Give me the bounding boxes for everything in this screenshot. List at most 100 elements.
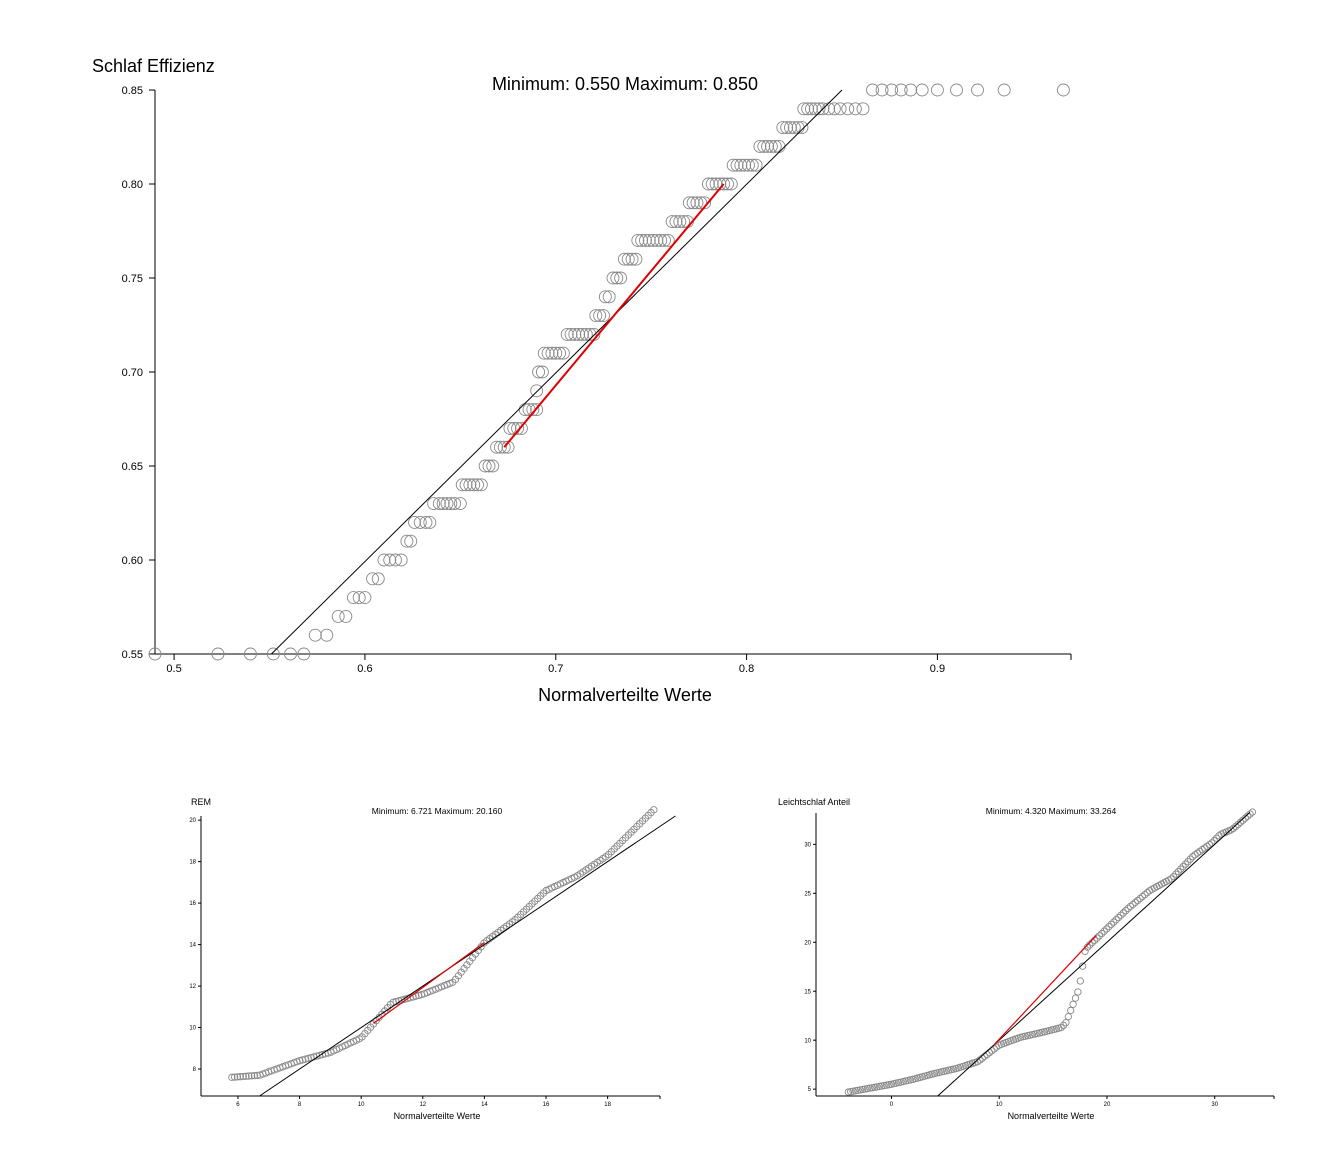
data-point bbox=[583, 327, 597, 341]
data-point bbox=[885, 83, 899, 97]
data-point bbox=[478, 459, 492, 473]
data-point bbox=[602, 290, 616, 304]
y-tick-label: 30 bbox=[804, 842, 811, 848]
data-point bbox=[1105, 922, 1113, 931]
data-point bbox=[1203, 842, 1211, 850]
data-point bbox=[394, 553, 408, 567]
x-tick-label: 0.5 bbox=[166, 663, 181, 675]
data-point bbox=[408, 515, 421, 529]
data-point bbox=[553, 346, 567, 360]
y-tick-label: 20 bbox=[804, 940, 811, 946]
data-point bbox=[490, 440, 504, 454]
data-point bbox=[859, 1085, 867, 1094]
data-point bbox=[768, 139, 782, 153]
data-point bbox=[757, 139, 771, 153]
data-point bbox=[1138, 892, 1147, 901]
data-point bbox=[776, 121, 790, 135]
data-point bbox=[511, 421, 525, 435]
data-point bbox=[894, 83, 908, 97]
data-point bbox=[1172, 870, 1180, 878]
data-point bbox=[308, 628, 322, 642]
data-point bbox=[717, 177, 731, 191]
data-point bbox=[579, 327, 593, 341]
data-point bbox=[497, 440, 511, 454]
data-point bbox=[738, 158, 752, 172]
data-point bbox=[1056, 83, 1070, 97]
reference-line bbox=[937, 812, 1251, 1097]
data-point bbox=[745, 158, 759, 172]
data-point bbox=[1205, 840, 1214, 849]
data-point bbox=[236, 1073, 244, 1081]
data-point bbox=[1069, 1000, 1077, 1008]
data-point bbox=[1174, 867, 1182, 876]
x-axis-label: Normalverteilte Werte bbox=[394, 1111, 481, 1121]
x-tick-label: 12 bbox=[419, 1102, 426, 1108]
data-point bbox=[320, 628, 334, 642]
rem-qq-plot: REM Minimum: 6.721 Maximum: 20.160 Norma… bbox=[189, 797, 676, 1121]
x-tick-label: 0.9 bbox=[930, 663, 945, 675]
x-tick-label: 18 bbox=[604, 1102, 611, 1108]
data-point bbox=[560, 327, 574, 341]
data-point bbox=[1210, 837, 1218, 845]
data-point bbox=[597, 309, 610, 323]
data-point bbox=[503, 421, 517, 435]
data-point bbox=[148, 647, 162, 661]
data-point bbox=[848, 102, 862, 116]
data-point bbox=[474, 478, 488, 492]
y-tick-label: 5 bbox=[808, 1087, 812, 1093]
data-point bbox=[1177, 865, 1185, 873]
data-point bbox=[988, 1047, 996, 1055]
y-tick-label: 14 bbox=[189, 943, 196, 949]
data-point bbox=[347, 591, 360, 605]
data-point bbox=[797, 102, 811, 116]
data-point bbox=[1227, 826, 1235, 834]
data-point bbox=[610, 271, 624, 285]
data-point bbox=[427, 497, 441, 511]
data-point bbox=[827, 102, 841, 116]
y-tick-label: 15 bbox=[804, 989, 811, 995]
data-point bbox=[228, 1073, 236, 1081]
x-axis-label: Normalverteilte Werte bbox=[538, 685, 712, 705]
data-point bbox=[453, 497, 467, 511]
data-point bbox=[1079, 962, 1087, 970]
min-max-annotation: Minimum: 4.320 Maximum: 33.264 bbox=[986, 806, 1117, 816]
data-point bbox=[1071, 994, 1080, 1002]
data-point bbox=[1131, 898, 1139, 907]
data-point bbox=[1196, 847, 1204, 856]
fit-line bbox=[993, 934, 1097, 1046]
data-point bbox=[698, 196, 712, 210]
data-point bbox=[631, 233, 645, 247]
data-point bbox=[444, 497, 458, 511]
data-point bbox=[849, 1087, 857, 1095]
data-point bbox=[742, 158, 755, 172]
data-point bbox=[1129, 900, 1137, 909]
data-point bbox=[1167, 875, 1175, 883]
min-max-annotation: Minimum: 6.721 Maximum: 20.160 bbox=[372, 806, 503, 816]
data-point bbox=[576, 327, 589, 341]
x-axis-label: Normalverteilte Werte bbox=[1008, 1111, 1095, 1121]
data-point bbox=[1110, 918, 1118, 926]
data-point bbox=[658, 233, 671, 247]
y-tick-label: 20 bbox=[189, 818, 196, 824]
data-point bbox=[371, 572, 385, 586]
data-point bbox=[618, 252, 631, 266]
data-point bbox=[423, 515, 437, 529]
data-point bbox=[1208, 839, 1216, 847]
data-point bbox=[808, 102, 822, 116]
data-point bbox=[1239, 816, 1247, 824]
data-point bbox=[971, 83, 984, 97]
data-point bbox=[352, 591, 366, 605]
reference-line bbox=[271, 89, 843, 655]
data-point bbox=[471, 478, 484, 492]
data-point bbox=[482, 459, 496, 473]
data-point bbox=[1102, 925, 1111, 933]
data-point bbox=[625, 252, 639, 266]
data-point bbox=[930, 83, 944, 97]
y-axis-label: REM bbox=[191, 797, 211, 807]
data-point bbox=[1200, 844, 1209, 852]
data-point bbox=[247, 1072, 256, 1080]
leichtschlaf-qq-plot: Leichtschlaf Anteil Minimum: 4.320 Maxim… bbox=[778, 797, 1275, 1121]
data-point bbox=[514, 421, 528, 435]
data-point bbox=[787, 121, 801, 135]
x-tick-label: 0 bbox=[890, 1102, 894, 1108]
